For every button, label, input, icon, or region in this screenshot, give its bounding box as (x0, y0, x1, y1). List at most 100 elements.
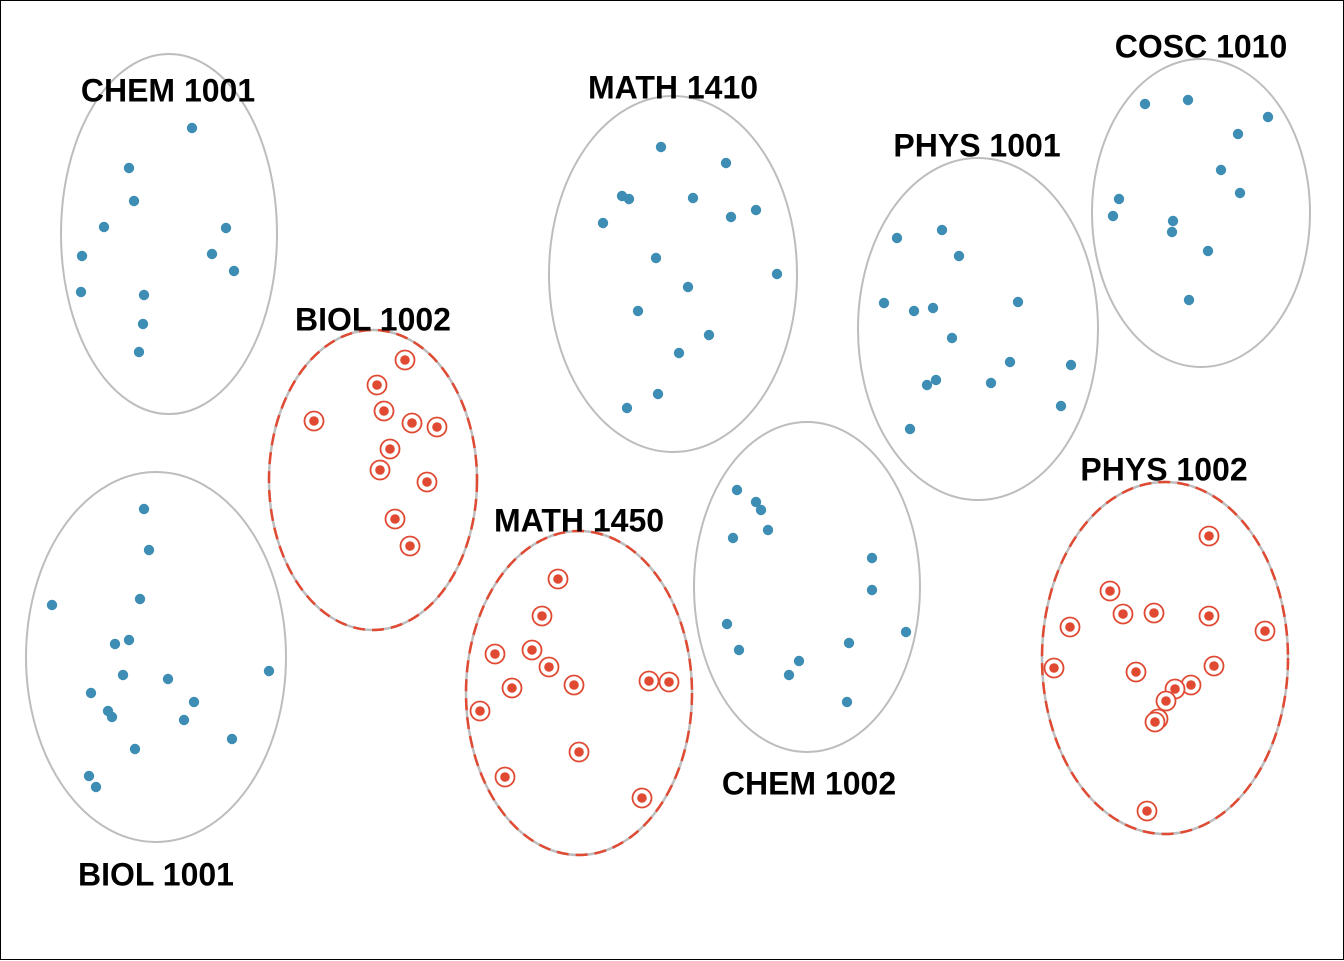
sampled-point (568, 741, 590, 763)
cluster-phys-1002: PHYS 1002 (1040, 451, 1290, 836)
population-point (1234, 187, 1246, 199)
population-point (1012, 296, 1024, 308)
population-point (878, 297, 890, 309)
cluster-boundary-dashed (267, 328, 479, 632)
population-point (731, 484, 743, 496)
population-point (621, 402, 633, 414)
sample-dot (422, 477, 432, 487)
population-point (623, 193, 635, 205)
population-point (652, 388, 664, 400)
population-point (891, 232, 903, 244)
sample-dot (1142, 806, 1152, 816)
population-point (1183, 294, 1195, 306)
population-point (1055, 400, 1067, 412)
population-point (117, 669, 129, 681)
sampled-point (366, 374, 388, 396)
sampled-point (1043, 657, 1065, 679)
population-point (220, 222, 232, 234)
population-point (143, 544, 155, 556)
population-point (946, 332, 958, 344)
sampled-point (494, 766, 516, 788)
sample-dot (569, 680, 579, 690)
cluster-boundary (25, 471, 287, 843)
sampled-point (1254, 620, 1276, 642)
population-point (137, 318, 149, 330)
population-point (841, 696, 853, 708)
sample-dot (1049, 663, 1059, 673)
population-point (1167, 215, 1179, 227)
sampled-point (1125, 661, 1147, 683)
sampled-point (521, 639, 543, 661)
sample-dot (1118, 609, 1128, 619)
sampled-point (563, 674, 585, 696)
cluster-math-1450: MATH 1450 (464, 502, 694, 857)
sampled-point (1180, 674, 1202, 696)
cluster-label: MATH 1450 (494, 502, 664, 538)
population-point (793, 655, 805, 667)
population-point (1215, 164, 1227, 176)
population-point (1202, 245, 1214, 257)
population-point (138, 503, 150, 515)
population-point (673, 347, 685, 359)
sampled-point (303, 410, 325, 432)
population-point (228, 265, 240, 277)
cluster-boundary (1091, 58, 1311, 368)
population-point (755, 504, 767, 516)
population-point (632, 305, 644, 317)
cluster-biol-1001: BIOL 1001 (25, 471, 287, 892)
sample-dot (1150, 717, 1160, 727)
sampled-point (394, 349, 416, 371)
sample-dot (1170, 684, 1180, 694)
population-point (927, 302, 939, 314)
population-point (597, 217, 609, 229)
population-point (682, 281, 694, 293)
cluster-label: CHEM 1001 (81, 72, 255, 108)
sampled-point (1144, 711, 1166, 733)
population-point (106, 711, 118, 723)
cluster-label: MATH 1410 (588, 69, 758, 105)
sampled-point (379, 438, 401, 460)
sample-dot (379, 406, 389, 416)
sampled-point (1203, 655, 1225, 677)
sample-dot (664, 677, 674, 687)
sample-dot (1131, 667, 1141, 677)
population-point (727, 532, 739, 544)
sample-dot (637, 793, 647, 803)
sampled-point (373, 400, 395, 422)
population-point (750, 204, 762, 216)
population-point (1004, 356, 1016, 368)
population-point (930, 374, 942, 386)
sampled-point (1136, 800, 1158, 822)
population-point (75, 286, 87, 298)
cluster-cosc-1010: COSC 1010 (1091, 28, 1311, 368)
sample-dot (1209, 661, 1219, 671)
cluster-chem-1002: CHEM 1002 (693, 421, 921, 801)
sampled-point (399, 535, 421, 557)
population-point (129, 743, 141, 755)
population-point (46, 599, 58, 611)
sample-dot (432, 422, 442, 432)
population-point (762, 524, 774, 536)
sampled-point (501, 677, 523, 699)
population-point (703, 329, 715, 341)
population-point (650, 252, 662, 264)
sampled-point (638, 670, 660, 692)
sampled-point (1099, 580, 1121, 602)
cluster-boundary-sampled (1040, 480, 1290, 836)
population-point (1262, 111, 1274, 123)
population-point (123, 162, 135, 174)
cluster-biol-1002: BIOL 1002 (267, 301, 479, 632)
sampled-point (631, 787, 653, 809)
sampled-point (1112, 603, 1134, 625)
cluster-boundary (548, 95, 798, 453)
population-point (76, 250, 88, 262)
population-point (687, 192, 699, 204)
population-point (904, 423, 916, 435)
cluster-label: BIOL 1002 (295, 301, 451, 337)
population-point (720, 157, 732, 169)
population-point (843, 637, 855, 649)
population-point (109, 638, 121, 650)
population-point (83, 770, 95, 782)
population-point (900, 626, 912, 638)
